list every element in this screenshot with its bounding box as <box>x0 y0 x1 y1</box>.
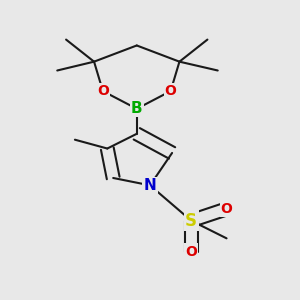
Text: S: S <box>185 212 197 230</box>
Text: N: N <box>144 178 156 193</box>
Text: O: O <box>185 244 197 259</box>
Text: O: O <box>220 202 232 216</box>
Text: O: O <box>165 84 176 98</box>
Text: B: B <box>131 101 142 116</box>
Text: O: O <box>97 84 109 98</box>
